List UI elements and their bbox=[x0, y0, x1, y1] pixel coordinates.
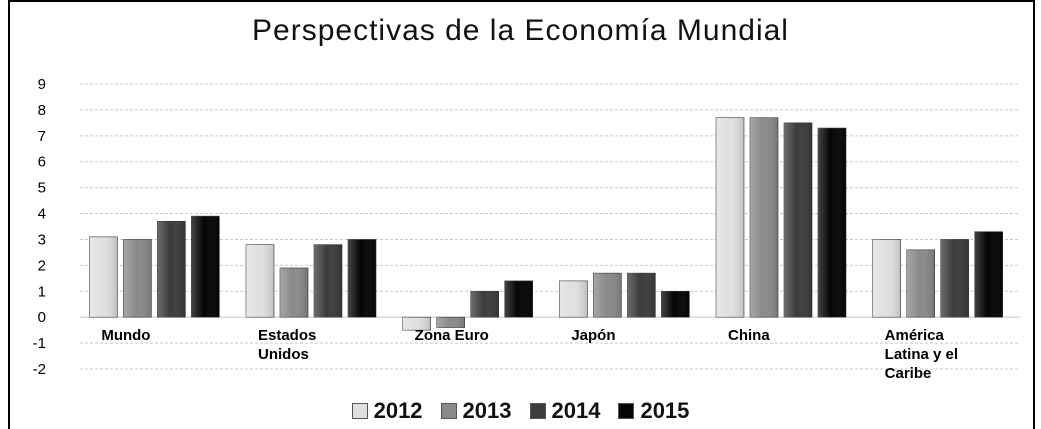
legend-item-2012: 2012 bbox=[351, 398, 423, 424]
x-category-label: Latina y el bbox=[885, 346, 958, 363]
y-tick-label: 7 bbox=[38, 128, 46, 145]
bar-shine bbox=[89, 236, 118, 318]
bar-shine bbox=[470, 291, 499, 318]
chart-legend: 2012 2013 2014 2015 bbox=[0, 398, 1041, 424]
x-category-label: Unidos bbox=[258, 346, 309, 363]
legend-label: 2014 bbox=[551, 398, 601, 423]
bar-shine bbox=[157, 221, 186, 318]
legend-swatch bbox=[618, 403, 635, 419]
bar-shine bbox=[504, 280, 533, 318]
x-category-label: China bbox=[728, 327, 770, 344]
bar-shine bbox=[627, 273, 656, 318]
legend-label: 2013 bbox=[462, 398, 512, 423]
y-tick-label: 2 bbox=[38, 257, 46, 274]
bar-shine bbox=[818, 128, 846, 318]
legend-label: 2015 bbox=[640, 398, 690, 423]
y-tick-label: 1 bbox=[38, 283, 46, 300]
y-tick-label: 8 bbox=[38, 102, 46, 119]
x-category-label: Japón bbox=[571, 327, 615, 344]
y-tick-label: 5 bbox=[38, 180, 46, 197]
legend-label: 2012 bbox=[373, 398, 423, 423]
bar-shine bbox=[280, 267, 308, 318]
bar-shine bbox=[191, 216, 220, 318]
legend-item-2015: 2015 bbox=[618, 398, 689, 424]
chart-title: Perspectivas de la Economía Mundial bbox=[252, 14, 789, 47]
chart-border-top bbox=[8, 0, 1035, 2]
bar-shine bbox=[559, 280, 588, 318]
x-category-label: Mundo bbox=[101, 327, 150, 344]
x-category-label: América bbox=[885, 327, 945, 344]
bar-shine bbox=[123, 239, 152, 318]
y-tick-label: 6 bbox=[38, 154, 46, 171]
bar-shine bbox=[940, 239, 969, 318]
bar-shine bbox=[661, 291, 690, 318]
chart-border-left bbox=[8, 0, 10, 429]
legend-swatch bbox=[351, 403, 368, 419]
legend-swatch bbox=[440, 403, 457, 419]
bar-shine bbox=[872, 239, 901, 318]
bar-shine bbox=[593, 273, 622, 318]
bar-shine bbox=[402, 317, 431, 331]
bar-shine bbox=[348, 239, 376, 318]
x-category-label: Zona Euro bbox=[415, 327, 489, 344]
legend-item-2014: 2014 bbox=[529, 398, 601, 424]
bar-shine bbox=[436, 317, 465, 328]
y-tick-label: -1 bbox=[33, 335, 46, 352]
chart-border-right bbox=[1033, 0, 1035, 429]
bar-shine bbox=[314, 244, 342, 318]
bar-shine bbox=[974, 231, 1003, 318]
y-tick-label: 9 bbox=[38, 76, 46, 93]
bar-shine bbox=[784, 122, 812, 318]
legend-swatch bbox=[529, 403, 546, 419]
bar-shine bbox=[716, 117, 744, 318]
legend-item-2013: 2013 bbox=[440, 398, 512, 424]
y-tick-label: 0 bbox=[38, 309, 46, 326]
bar-shine bbox=[246, 244, 274, 318]
bar-shine bbox=[750, 117, 778, 318]
y-tick-label: 3 bbox=[38, 231, 46, 248]
y-tick-label: 4 bbox=[38, 206, 46, 223]
y-tick-label: -2 bbox=[33, 361, 46, 378]
x-category-label: Estados bbox=[258, 327, 316, 344]
bar-shine bbox=[906, 249, 935, 318]
x-category-label: Caribe bbox=[885, 365, 932, 382]
